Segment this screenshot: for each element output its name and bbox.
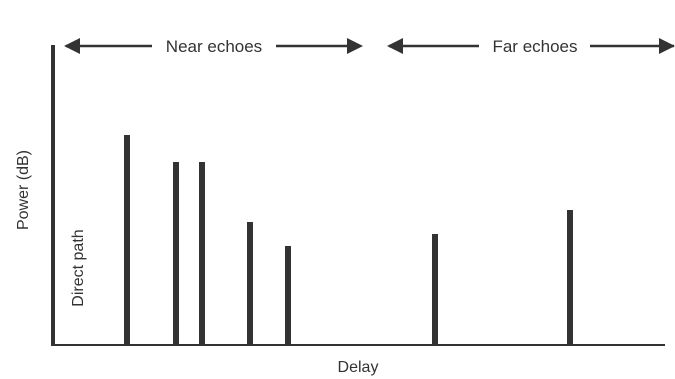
impulse-bar [173,162,179,345]
impulse-bar [199,162,205,345]
far-echoes-arrow: Far echoes [387,37,675,56]
direct-path-label: Direct path [70,229,87,306]
impulse-bar [285,246,291,345]
impulse-bar [432,234,438,345]
near-echoes-arrow-right-head [347,38,363,54]
near-echoes-label: Near echoes [166,37,262,56]
near-echoes-arrow-left-head [64,38,80,54]
far-echoes-label: Far echoes [492,37,577,56]
far-echoes-arrow-right-head [659,38,675,54]
near-echoes-arrow: Near echoes [64,37,363,56]
impulse-bar [124,135,130,345]
impulse-bars [124,135,573,345]
x-axis-title: Delay [338,359,379,376]
impulse-bar [247,222,253,345]
y-axis-title: Power (dB) [15,150,32,230]
far-echoes-arrow-left-head [387,38,403,54]
impulse-bar [567,210,573,345]
